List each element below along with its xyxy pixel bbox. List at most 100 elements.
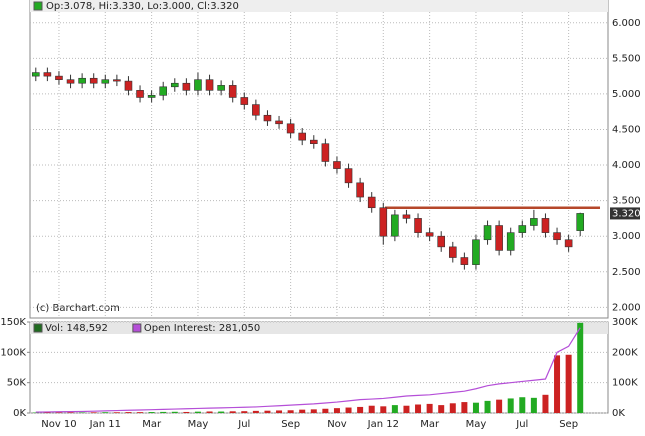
candle-body bbox=[460, 257, 469, 265]
price-panel bbox=[29, 0, 609, 319]
candle-body bbox=[541, 218, 550, 233]
candle-body bbox=[194, 79, 202, 91]
y-tick-label: 100K bbox=[0, 347, 26, 358]
x-tick-label: Jul bbox=[237, 419, 250, 430]
volume-bar bbox=[438, 405, 445, 413]
volume-bar bbox=[79, 412, 86, 413]
volume-bar bbox=[125, 412, 132, 413]
annotation: (c) Barchart.com bbox=[36, 303, 120, 314]
candle-body bbox=[286, 123, 295, 134]
volume-bar bbox=[391, 405, 398, 413]
volume-bar bbox=[299, 409, 306, 413]
volume-bar bbox=[67, 412, 74, 413]
candle-body bbox=[275, 120, 283, 125]
candle-body bbox=[89, 77, 98, 84]
volume-bar bbox=[403, 405, 410, 413]
candle-body bbox=[147, 95, 156, 98]
volume-bar bbox=[368, 405, 375, 413]
last-price-box bbox=[610, 207, 640, 220]
header: Op:3.078, Hi:3.330, Lo:3.000, Cl:3.320 bbox=[46, 1, 239, 12]
volume-bar bbox=[322, 408, 329, 413]
volume-bar bbox=[55, 412, 62, 413]
x-tick-label: Jan 12 bbox=[367, 419, 399, 430]
candle-body bbox=[252, 104, 260, 116]
y-tick-label: 5.500 bbox=[612, 53, 641, 64]
volume-bar bbox=[44, 412, 51, 413]
candle-body bbox=[78, 77, 86, 84]
x-tick-label: Sep bbox=[559, 419, 578, 430]
candle-body bbox=[66, 79, 75, 84]
volume-bar bbox=[113, 412, 120, 413]
candle-body bbox=[344, 168, 353, 184]
y2-tick-label: 300K bbox=[612, 317, 638, 328]
candle-body bbox=[159, 86, 168, 96]
y2-tick-label: 100K bbox=[612, 378, 638, 389]
volume-header bbox=[30, 322, 608, 334]
candle-body bbox=[367, 196, 376, 209]
y2-tick-label: 0K bbox=[612, 408, 625, 419]
volume-bar bbox=[461, 402, 468, 413]
volume-bar bbox=[357, 406, 364, 413]
candle-body bbox=[448, 246, 457, 258]
y-tick-label: 50K bbox=[7, 378, 27, 389]
candle-body bbox=[228, 85, 237, 98]
y-tick-label: 0K bbox=[13, 408, 26, 419]
y-tick-label: 5.000 bbox=[612, 89, 641, 100]
y-tick-label: 2.500 bbox=[612, 267, 641, 278]
y-tick-label: 3.000 bbox=[612, 231, 641, 242]
volume-bar bbox=[276, 410, 283, 413]
x-tick-label: Nov 10 bbox=[41, 419, 76, 430]
candle-body bbox=[333, 161, 341, 169]
volume-bar bbox=[415, 404, 422, 413]
volume-bar bbox=[160, 411, 167, 413]
volume-bar bbox=[530, 397, 537, 413]
volume-panel bbox=[29, 321, 609, 414]
volume-bar bbox=[206, 411, 213, 413]
candle-body bbox=[205, 79, 214, 91]
candle-body bbox=[530, 218, 538, 226]
volume-bar bbox=[287, 410, 294, 413]
volume-bar bbox=[519, 397, 526, 413]
candle-body bbox=[483, 225, 492, 241]
candle-body bbox=[506, 232, 515, 251]
candle-body bbox=[356, 182, 364, 198]
legend-label: Vol: 148,592 bbox=[45, 323, 108, 334]
candle-body bbox=[553, 232, 561, 241]
candle-body bbox=[124, 80, 133, 91]
volume-bar bbox=[333, 408, 340, 413]
volume-bar bbox=[137, 412, 144, 413]
candle-body bbox=[321, 143, 330, 162]
x-tick-label: Jan 11 bbox=[89, 419, 121, 430]
volume-bar bbox=[542, 394, 549, 413]
volume-bar bbox=[90, 412, 97, 413]
volume-bar bbox=[241, 411, 248, 413]
volume-bar bbox=[565, 354, 572, 413]
y-tick-label: 6.000 bbox=[612, 18, 641, 29]
candle-body bbox=[437, 235, 446, 248]
candle-body bbox=[495, 225, 503, 251]
volume-bar bbox=[148, 412, 155, 413]
volume-bar bbox=[102, 412, 109, 413]
candle-body bbox=[518, 225, 527, 233]
volume-bar bbox=[218, 411, 225, 413]
volume-bar bbox=[252, 410, 259, 413]
candle-body bbox=[31, 72, 40, 77]
header-bar bbox=[30, 0, 608, 12]
candle-body bbox=[136, 90, 144, 98]
y2-tick-label: 200K bbox=[612, 347, 638, 358]
x-tick-label: Mar bbox=[142, 419, 162, 430]
candle-body bbox=[113, 79, 121, 82]
header-swatch bbox=[33, 1, 43, 11]
x-tick-label: Sep bbox=[281, 419, 300, 430]
candle-body bbox=[564, 239, 573, 248]
y-tick-label: 2.000 bbox=[612, 302, 641, 313]
volume-bar bbox=[310, 409, 317, 413]
volume-bar bbox=[171, 411, 178, 413]
candle-body bbox=[576, 213, 585, 231]
candle-body bbox=[55, 75, 63, 80]
candle-body bbox=[402, 214, 411, 219]
x-tick-label: Jul bbox=[515, 419, 528, 430]
y-tick-label: 3.500 bbox=[612, 196, 641, 207]
open-interest-line bbox=[35, 327, 581, 413]
